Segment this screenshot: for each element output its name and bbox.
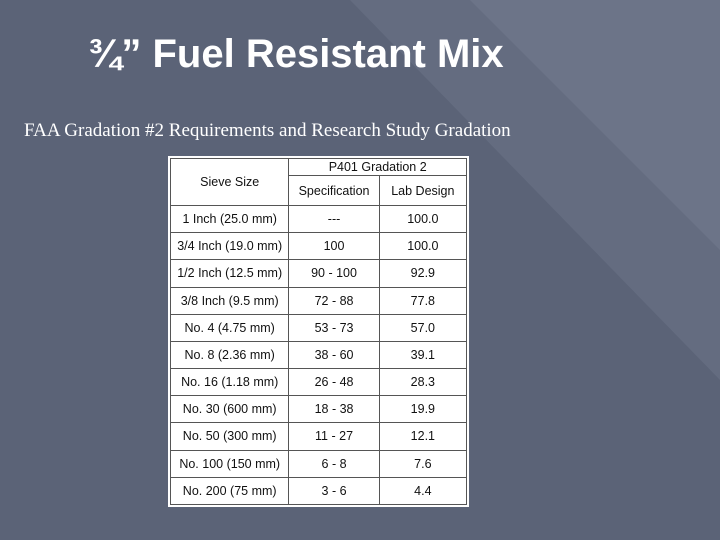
lab-design-cell: 28.3: [378, 368, 468, 397]
specification-cell: 90 - 100: [288, 259, 380, 288]
table-row: No. 8 (2.36 mm) 38 - 60 39.1: [169, 340, 468, 370]
sieve-size-cell: No. 16 (1.18 mm): [169, 368, 290, 397]
specification-cell: 38 - 60: [288, 340, 380, 370]
sieve-size-cell: No. 4 (4.75 mm): [169, 313, 290, 342]
header-p401-gradation: P401 Gradation 2: [288, 158, 467, 176]
sieve-size-cell: 1 Inch (25.0 mm): [169, 204, 290, 234]
table-row: No. 4 (4.75 mm) 53 - 73 57.0: [169, 313, 468, 342]
lab-design-cell: 100.0: [378, 232, 468, 261]
lab-design-cell: 77.8: [378, 286, 468, 315]
specification-cell: 11 - 27: [288, 422, 380, 451]
specification-cell: 3 - 6: [288, 476, 380, 506]
sieve-size-cell: 3/4 Inch (19.0 mm): [169, 232, 290, 261]
specification-cell: 18 - 38: [288, 395, 380, 424]
header-sieve-size: Sieve Size: [169, 158, 290, 206]
table-row: 1 Inch (25.0 mm) --- 100.0: [169, 204, 468, 234]
specification-cell: 100: [288, 232, 380, 261]
specification-cell: 72 - 88: [288, 286, 380, 315]
lab-design-cell: 92.9: [378, 259, 468, 288]
specification-cell: 6 - 8: [288, 449, 380, 478]
table-row: No. 16 (1.18 mm) 26 - 48 28.3: [169, 368, 468, 397]
slide-subtitle: FAA Gradation #2 Requirements and Resear…: [24, 120, 511, 141]
table-row: 1/2 Inch (12.5 mm) 90 - 100 92.9: [169, 259, 468, 288]
lab-design-cell: 4.4: [378, 476, 468, 506]
header-lab-design: Lab Design: [378, 175, 468, 206]
gradation-table: Sieve Size P401 Gradation 2 Specificatio…: [169, 158, 468, 506]
sieve-size-cell: No. 30 (600 mm): [169, 395, 290, 424]
lab-design-cell: 39.1: [378, 340, 468, 370]
slide-title: ¾” Fuel Resistant Mix: [88, 32, 504, 76]
sieve-size-cell: No. 50 (300 mm): [169, 422, 290, 451]
sieve-size-cell: No. 8 (2.36 mm): [169, 340, 290, 370]
lab-design-cell: 100.0: [378, 204, 468, 234]
table-row: No. 200 (75 mm) 3 - 6 4.4: [169, 476, 468, 506]
specification-cell: ---: [288, 204, 380, 234]
table-row: No. 100 (150 mm) 6 - 8 7.6: [169, 449, 468, 478]
specification-cell: 26 - 48: [288, 368, 380, 397]
table-row: No. 30 (600 mm) 18 - 38 19.9: [169, 395, 468, 424]
sieve-size-cell: No. 100 (150 mm): [169, 449, 290, 478]
sieve-size-cell: No. 200 (75 mm): [169, 476, 290, 506]
lab-design-cell: 19.9: [378, 395, 468, 424]
table-row: 3/8 Inch (9.5 mm) 72 - 88 77.8: [169, 286, 468, 315]
table-row: No. 50 (300 mm) 11 - 27 12.1: [169, 422, 468, 451]
sieve-size-cell: 1/2 Inch (12.5 mm): [169, 259, 290, 288]
sieve-size-cell: 3/8 Inch (9.5 mm): [169, 286, 290, 315]
gradation-table-panel: Sieve Size P401 Gradation 2 Specificatio…: [168, 156, 469, 507]
lab-design-cell: 57.0: [378, 313, 468, 342]
specification-cell: 53 - 73: [288, 313, 380, 342]
lab-design-cell: 7.6: [378, 449, 468, 478]
table-row: 3/4 Inch (19.0 mm) 100 100.0: [169, 232, 468, 261]
header-specification: Specification: [288, 175, 380, 206]
lab-design-cell: 12.1: [378, 422, 468, 451]
